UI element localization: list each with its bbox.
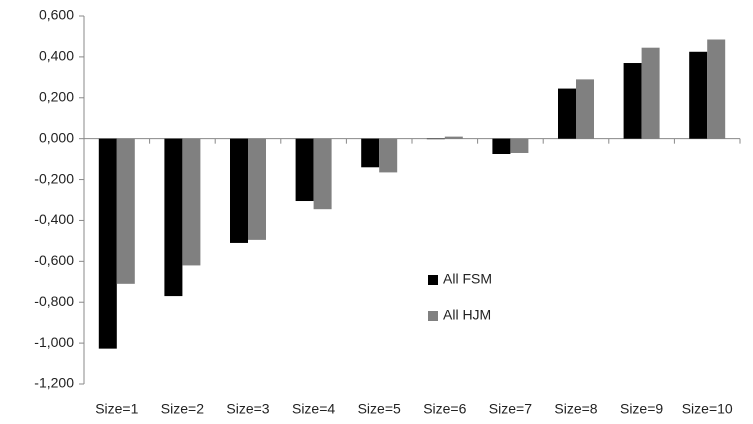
x-tick-label: Size=5 <box>358 401 401 417</box>
x-tick-label: Size=1 <box>95 401 138 417</box>
legend-swatch <box>428 275 438 285</box>
legend-label: All HJM <box>443 307 491 323</box>
y-tick-label: 0,400 <box>39 48 74 64</box>
y-tick-label: -0,400 <box>34 211 74 227</box>
y-tick-label: -0,800 <box>34 293 74 309</box>
y-tick-label: -1,200 <box>34 375 74 391</box>
bar <box>116 138 135 284</box>
x-tick-label: Size=3 <box>226 401 269 417</box>
y-tick-label: -0,600 <box>34 252 74 268</box>
bar <box>164 138 183 297</box>
x-tick-label: Size=4 <box>292 401 335 417</box>
y-tick-label: 0,200 <box>39 88 74 104</box>
x-tick-label: Size=8 <box>554 401 597 417</box>
bar <box>379 138 398 173</box>
legend-label: All FSM <box>443 271 492 287</box>
bar <box>248 138 266 240</box>
x-tick-label: Size=2 <box>161 401 204 417</box>
bar <box>492 138 511 154</box>
x-tick-label: Size=6 <box>423 401 466 417</box>
bar <box>295 138 314 202</box>
bar <box>576 79 594 139</box>
legend-swatch <box>428 311 438 321</box>
bar <box>558 88 576 139</box>
bar <box>510 138 529 153</box>
bar <box>361 138 380 168</box>
bar <box>689 51 708 139</box>
bar <box>707 39 726 139</box>
bar <box>444 136 463 139</box>
bar <box>623 63 642 139</box>
x-tick-label: Size=10 <box>682 401 733 417</box>
bar <box>98 138 117 349</box>
x-tick-label: Size=7 <box>489 401 532 417</box>
bar <box>230 138 248 243</box>
y-tick-label: -0,200 <box>34 170 74 186</box>
x-tick-label: Size=9 <box>620 401 663 417</box>
y-tick-label: 0,000 <box>39 129 74 145</box>
y-tick-label: 0,600 <box>39 7 74 23</box>
bar <box>182 138 201 266</box>
bar <box>641 47 660 139</box>
y-tick-label: -1,000 <box>34 334 74 350</box>
bar <box>426 138 445 140</box>
bar <box>313 138 332 210</box>
